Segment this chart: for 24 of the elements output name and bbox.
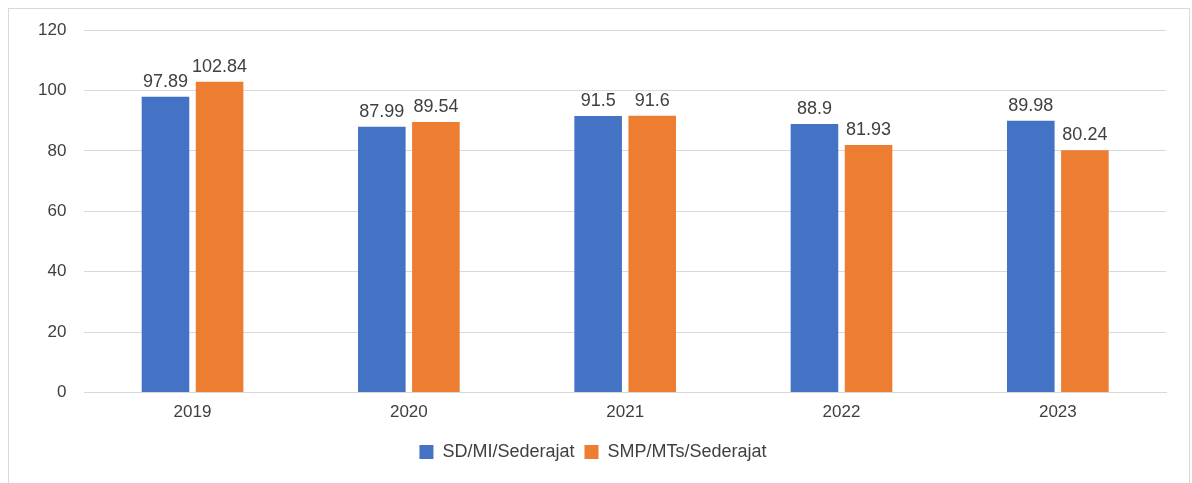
y-tick-label: 100 xyxy=(37,80,67,100)
data-label: 91.5 xyxy=(580,90,616,111)
data-label: 87.99 xyxy=(359,100,405,121)
x-tick-label: 2023 xyxy=(1038,402,1077,422)
y-tick-label: 40 xyxy=(47,261,67,281)
x-tick-label: 2021 xyxy=(606,402,645,422)
data-label: 91.6 xyxy=(634,89,670,110)
data-label: 88.9 xyxy=(796,97,832,118)
legend-label: SD/MI/Sederajat xyxy=(442,440,575,461)
data-label: 97.89 xyxy=(142,70,189,91)
data-label: 81.93 xyxy=(846,119,892,139)
data-label: 89.98 xyxy=(1008,94,1054,115)
x-tick-label: 2020 xyxy=(389,402,428,422)
y-tick-label: 120 xyxy=(37,19,67,39)
data-label: 102.84 xyxy=(192,55,248,76)
y-tick-label: 60 xyxy=(47,200,67,220)
y-tick-label: 0 xyxy=(56,382,67,402)
data-label: 89.54 xyxy=(413,96,459,117)
data-label: 80.24 xyxy=(1062,124,1108,145)
y-tick-label: 80 xyxy=(47,140,67,160)
x-tick-label: 2019 xyxy=(173,402,212,422)
legend-label: SMP/MTs/Sederajat xyxy=(607,440,767,461)
y-tick-label: 20 xyxy=(47,321,67,341)
x-tick-label: 2022 xyxy=(822,402,861,422)
